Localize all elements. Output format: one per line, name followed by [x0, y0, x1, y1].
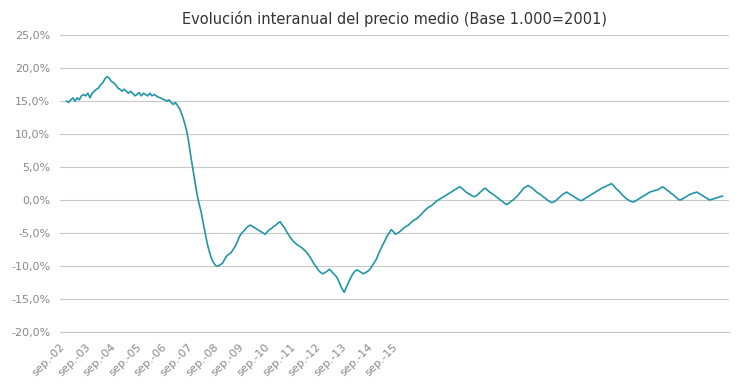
Title: Evolución interanual del precio medio (Base 1.000=2001): Evolución interanual del precio medio (B…	[182, 11, 607, 27]
